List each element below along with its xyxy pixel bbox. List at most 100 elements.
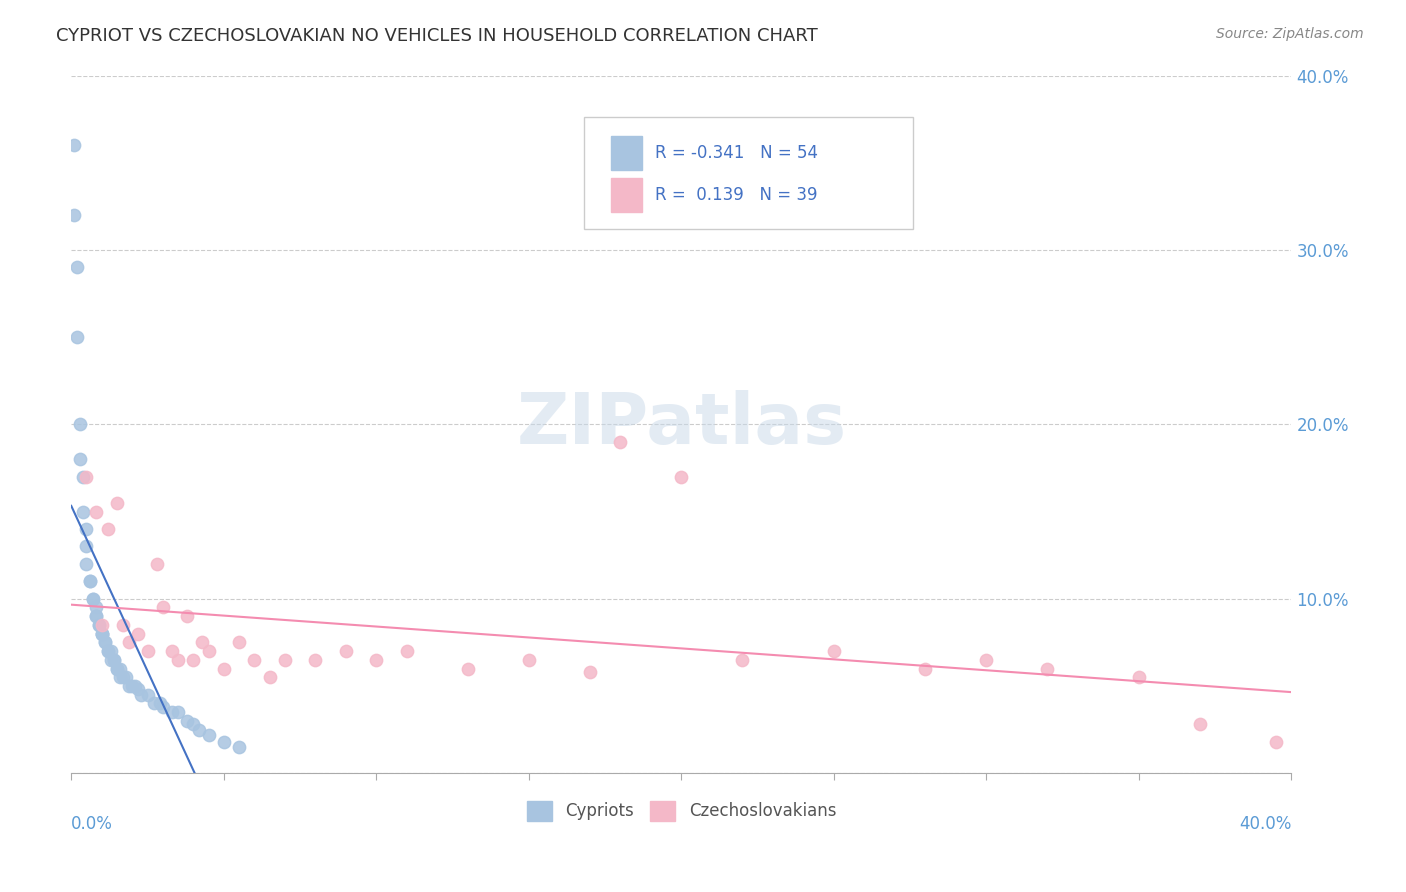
Point bbox=[366, 653, 388, 667]
Point bbox=[66, 260, 89, 275]
Point bbox=[94, 635, 117, 649]
Point bbox=[90, 626, 112, 640]
Point bbox=[212, 735, 235, 749]
Point bbox=[108, 670, 131, 684]
Point bbox=[84, 505, 107, 519]
Point bbox=[1128, 670, 1150, 684]
Point bbox=[160, 705, 183, 719]
Point bbox=[69, 452, 91, 467]
Point bbox=[79, 574, 101, 589]
Point bbox=[108, 661, 131, 675]
Point bbox=[176, 714, 198, 728]
Point bbox=[72, 469, 94, 483]
Point bbox=[112, 618, 135, 632]
Point bbox=[731, 653, 754, 667]
Point bbox=[69, 417, 91, 432]
Point bbox=[259, 670, 281, 684]
Point bbox=[517, 653, 540, 667]
Point bbox=[136, 688, 159, 702]
Text: CYPRIOT VS CZECHOSLOVAKIAN NO VEHICLES IN HOUSEHOLD CORRELATION CHART: CYPRIOT VS CZECHOSLOVAKIAN NO VEHICLES I… bbox=[56, 27, 818, 45]
Point bbox=[84, 600, 107, 615]
Point bbox=[103, 653, 125, 667]
Point bbox=[131, 688, 153, 702]
Point bbox=[142, 697, 165, 711]
Point bbox=[457, 661, 479, 675]
Point bbox=[197, 728, 219, 742]
Point bbox=[66, 330, 89, 344]
Point bbox=[87, 618, 110, 632]
Point bbox=[579, 665, 602, 679]
Point bbox=[90, 626, 112, 640]
Point bbox=[127, 682, 149, 697]
Text: R =  0.139   N = 39: R = 0.139 N = 39 bbox=[655, 186, 817, 203]
FancyBboxPatch shape bbox=[610, 136, 643, 169]
Text: ZIPatlas: ZIPatlas bbox=[516, 390, 846, 458]
Point bbox=[136, 644, 159, 658]
Point bbox=[1188, 717, 1211, 731]
Point bbox=[118, 635, 141, 649]
Point bbox=[118, 679, 141, 693]
Point bbox=[94, 635, 117, 649]
Point bbox=[176, 609, 198, 624]
Point bbox=[243, 653, 266, 667]
Point bbox=[63, 208, 86, 222]
Point bbox=[127, 626, 149, 640]
Point bbox=[212, 661, 235, 675]
Text: 0.0%: 0.0% bbox=[72, 815, 112, 833]
Point bbox=[188, 723, 211, 737]
Point bbox=[105, 661, 128, 675]
Point bbox=[84, 609, 107, 624]
Text: Source: ZipAtlas.com: Source: ZipAtlas.com bbox=[1216, 27, 1364, 41]
Point bbox=[671, 469, 693, 483]
FancyBboxPatch shape bbox=[610, 178, 643, 211]
Point bbox=[115, 670, 138, 684]
Point bbox=[124, 679, 146, 693]
Point bbox=[63, 138, 86, 153]
Point bbox=[149, 697, 172, 711]
Point bbox=[76, 540, 98, 554]
Point bbox=[76, 522, 98, 536]
Point bbox=[197, 644, 219, 658]
Point bbox=[76, 469, 98, 483]
Point bbox=[395, 644, 418, 658]
Point bbox=[121, 679, 143, 693]
Point bbox=[82, 591, 104, 606]
Point bbox=[191, 635, 214, 649]
Point bbox=[87, 618, 110, 632]
Point bbox=[304, 653, 326, 667]
Point bbox=[100, 653, 122, 667]
Text: 40.0%: 40.0% bbox=[1239, 815, 1292, 833]
Point bbox=[167, 705, 190, 719]
Point bbox=[1036, 661, 1059, 675]
Point bbox=[1265, 735, 1288, 749]
Point bbox=[97, 644, 120, 658]
Point bbox=[152, 600, 174, 615]
Point bbox=[105, 661, 128, 675]
Point bbox=[112, 670, 135, 684]
Legend: Cypriots, Czechoslovakians: Cypriots, Czechoslovakians bbox=[520, 794, 842, 828]
Point bbox=[167, 653, 190, 667]
Point bbox=[90, 618, 112, 632]
Point bbox=[335, 644, 357, 658]
Point bbox=[609, 434, 631, 449]
Point bbox=[181, 717, 204, 731]
Point bbox=[105, 496, 128, 510]
Point bbox=[72, 505, 94, 519]
Point bbox=[228, 739, 250, 754]
Point bbox=[84, 609, 107, 624]
Point bbox=[76, 557, 98, 571]
Point bbox=[914, 661, 936, 675]
Point bbox=[145, 557, 167, 571]
Point bbox=[228, 635, 250, 649]
Point bbox=[823, 644, 845, 658]
Point bbox=[79, 574, 101, 589]
Point bbox=[82, 591, 104, 606]
Point bbox=[976, 653, 998, 667]
Point bbox=[181, 653, 204, 667]
Text: R = -0.341   N = 54: R = -0.341 N = 54 bbox=[655, 144, 817, 162]
Point bbox=[274, 653, 297, 667]
Point bbox=[152, 700, 174, 714]
Point bbox=[97, 522, 120, 536]
Point bbox=[97, 644, 120, 658]
Point bbox=[90, 626, 112, 640]
